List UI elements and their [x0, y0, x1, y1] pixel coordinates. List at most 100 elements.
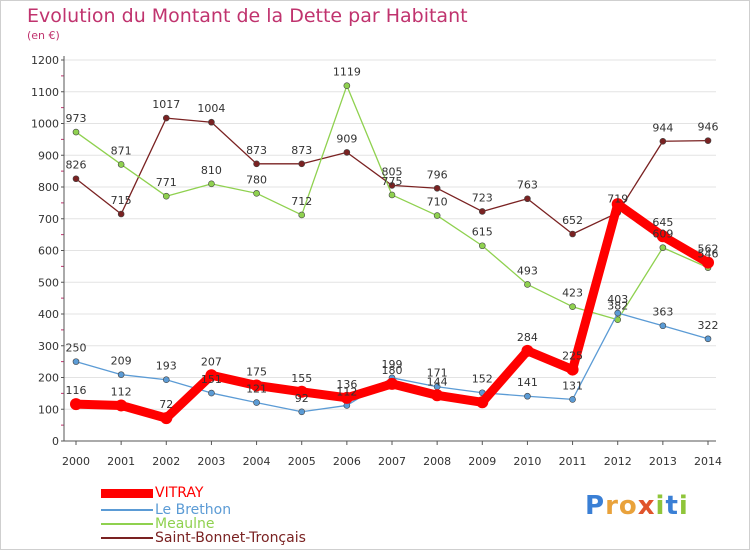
- data-label: 180: [382, 364, 403, 377]
- data-point: [162, 192, 170, 200]
- x-tick-label: 2000: [62, 455, 90, 468]
- data-point: [117, 161, 125, 168]
- data-point: [656, 230, 669, 243]
- data-point: [343, 82, 351, 90]
- data-label: 615: [472, 226, 493, 239]
- data-label: 112: [111, 385, 132, 398]
- y-tick-label: 900: [38, 149, 59, 162]
- data-label: 382: [607, 300, 628, 313]
- x-tick-label: 2011: [559, 455, 587, 468]
- data-point: [117, 371, 125, 378]
- data-point: [298, 160, 306, 168]
- data-label: 209: [111, 355, 132, 368]
- data-label: 710: [427, 196, 448, 209]
- data-label: 151: [201, 373, 222, 386]
- legend-item: VITRAY: [101, 485, 361, 501]
- data-point: [72, 358, 80, 365]
- y-tick-label: 1000: [31, 118, 59, 131]
- legend-swatch: [101, 509, 153, 511]
- data-point: [524, 392, 531, 400]
- x-tick-label: 2012: [604, 455, 632, 468]
- x-tick-label: 2007: [378, 455, 406, 468]
- data-point: [566, 363, 579, 376]
- legend-swatch: [101, 537, 153, 539]
- legend-swatch: [101, 489, 153, 498]
- data-point: [659, 244, 667, 251]
- data-point: [704, 137, 712, 144]
- data-point: [343, 149, 351, 156]
- data-label: 973: [66, 112, 87, 125]
- data-label: 562: [698, 243, 719, 256]
- data-label: 652: [562, 214, 583, 227]
- data-label: 805: [382, 165, 403, 178]
- data-point: [524, 281, 531, 288]
- y-tick-label: 300: [38, 340, 59, 353]
- legend-label: Saint-Bonnet-Tronçais: [155, 530, 306, 546]
- data-label: 1004: [197, 102, 225, 115]
- data-label: 199: [382, 358, 403, 371]
- data-label: 284: [517, 331, 538, 344]
- chart-title: Evolution du Montant de la Dette par Hab…: [27, 5, 468, 27]
- data-label: 141: [517, 376, 538, 389]
- data-label: 796: [427, 168, 448, 181]
- data-point: [253, 190, 260, 197]
- x-tick-label: 2009: [468, 455, 496, 468]
- y-tick-label: 1100: [31, 86, 59, 99]
- x-tick-label: 2013: [649, 455, 677, 468]
- data-label: 322: [698, 319, 719, 332]
- data-label: 944: [652, 121, 673, 134]
- data-point: [72, 175, 80, 183]
- data-point: [115, 399, 128, 412]
- data-label: 775: [382, 175, 403, 188]
- data-label: 810: [201, 164, 222, 177]
- legend-label: Le Brethon: [155, 502, 232, 518]
- data-label: 609: [652, 228, 673, 241]
- data-point: [476, 396, 489, 409]
- data-point: [704, 335, 712, 343]
- data-label: 1119: [333, 66, 361, 79]
- data-point: [160, 412, 173, 425]
- data-label: 946: [698, 121, 719, 134]
- data-label: 780: [246, 173, 267, 186]
- x-tick-label: 2014: [694, 455, 722, 468]
- data-label: 207: [201, 355, 222, 368]
- data-point: [569, 230, 576, 238]
- data-point: [298, 211, 306, 219]
- x-tick-label: 2004: [243, 455, 271, 468]
- legend-label: VITRAY: [155, 485, 204, 501]
- data-label: 871: [111, 144, 132, 157]
- data-point: [702, 256, 714, 269]
- data-label: 645: [652, 216, 673, 229]
- x-tick-label: 2001: [107, 455, 135, 468]
- data-label: 493: [517, 264, 538, 277]
- proxiti-logo: Proxiti: [585, 491, 689, 521]
- data-label: 112: [336, 385, 357, 398]
- data-point: [611, 198, 624, 211]
- data-label: 193: [156, 360, 177, 373]
- data-label: 909: [336, 132, 357, 145]
- data-point: [208, 180, 215, 188]
- y-tick-label: 800: [38, 181, 59, 194]
- y-tick-label: 700: [38, 213, 59, 226]
- data-point: [205, 369, 218, 382]
- data-point: [208, 389, 215, 397]
- data-point: [433, 184, 441, 192]
- data-point: [614, 309, 622, 317]
- data-point: [478, 242, 486, 250]
- data-label: 121: [246, 383, 267, 396]
- data-label: 873: [291, 144, 312, 157]
- data-point: [388, 182, 396, 189]
- y-tick-label: 100: [38, 403, 59, 416]
- data-label: 225: [562, 350, 583, 363]
- data-label: 403: [607, 293, 628, 306]
- data-point: [162, 376, 170, 384]
- x-tick-label: 2003: [197, 455, 225, 468]
- data-label: 152: [472, 373, 493, 386]
- data-point: [388, 191, 396, 199]
- x-tick-label: 2002: [152, 455, 180, 468]
- data-label: 1017: [152, 98, 180, 111]
- data-label: 116: [66, 384, 87, 397]
- data-label: 873: [246, 144, 267, 157]
- data-label: 72: [159, 398, 173, 411]
